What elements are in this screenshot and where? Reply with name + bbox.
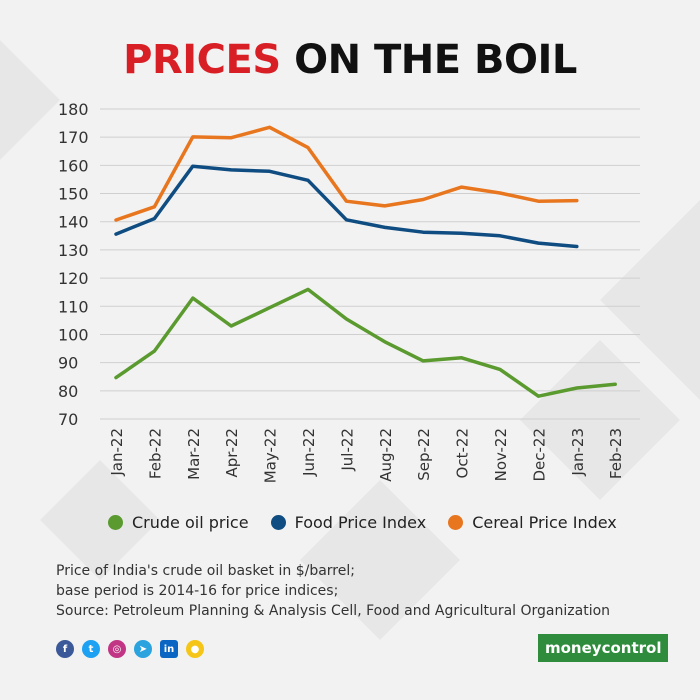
legend: Crude oil price Food Price Index Cereal …: [108, 509, 639, 535]
y-tick-label: 180: [58, 100, 89, 119]
x-tick-label: Feb-22: [146, 428, 164, 479]
title-highlight: PRICES: [123, 37, 281, 83]
legend-item-cereal: Cereal Price Index: [448, 513, 617, 532]
legend-swatch: [448, 514, 464, 530]
legend-item-food: Food Price Index: [270, 512, 427, 532]
note-line: Price of India's crude oil basket in $/b…: [56, 563, 355, 579]
y-tick-label: 110: [58, 297, 89, 316]
x-tick-label: Oct-22: [454, 428, 472, 478]
y-tick-label: 170: [58, 128, 89, 147]
linkedin-icon[interactable]: in: [160, 640, 178, 658]
x-axis-ticks: Jan-22 Feb-22 Mar-22 Apr-22 May-22 Jun-22 Jul-…: [108, 428, 625, 483]
instagram-icon[interactable]: ◎: [108, 640, 126, 658]
legend-label: Crude oil price: [132, 512, 249, 532]
x-tick-label: May-22: [262, 428, 280, 483]
x-tick-label: Jul-22: [338, 428, 356, 472]
legend-label: Food Price Index: [294, 512, 427, 532]
legend-swatch: [108, 514, 123, 530]
note-line: Source: Petroleum Planning & Analysis Ce…: [56, 603, 611, 619]
brand-logo: moneycontrol: [538, 634, 669, 662]
y-tick-label: 150: [58, 185, 89, 204]
koo-icon[interactable]: ●: [186, 640, 204, 658]
y-tick-label: 160: [58, 156, 89, 175]
source-note: Price of India's crude oil basket in $/b…: [56, 561, 676, 621]
x-tick-label: Jan-23: [569, 428, 587, 477]
y-tick-label: 120: [58, 269, 89, 288]
y-tick-label: 90: [58, 354, 78, 373]
series-line-food-price-index: [114, 164, 579, 249]
x-tick-label: Mar-22: [185, 428, 203, 480]
title-rest: ON THE BOIL: [294, 37, 577, 83]
legend-item-crude: Crude oil price: [108, 513, 249, 532]
y-tick-label: 70: [58, 410, 78, 429]
x-tick-label: Feb-23: [607, 428, 625, 479]
x-tick-label: Aug-22: [377, 428, 395, 482]
y-tick-label: 130: [58, 241, 89, 260]
chart-title: PRICES ON THE BOIL: [0, 36, 700, 84]
x-tick-label: Sep-22: [415, 428, 433, 481]
x-tick-label: Jun-22: [300, 428, 318, 477]
twitter-icon[interactable]: t: [82, 640, 100, 658]
legend-label: Cereal Price Index: [472, 512, 617, 532]
series-line-crude-oil-price: [114, 287, 617, 398]
y-tick-label: 80: [58, 382, 78, 401]
x-tick-label: Nov-22: [492, 428, 510, 481]
note-line: base period is 2014-16 for price indices…: [56, 583, 339, 599]
line-chart: 70 80 90 100 110 120 130 140 150 160 170 180 Jan-22…: [58, 100, 640, 483]
facebook-icon[interactable]: f: [56, 640, 74, 658]
y-tick-label: 100: [58, 325, 89, 344]
series-line-cereal-price-index: [114, 125, 579, 222]
x-tick-label: Dec-22: [530, 428, 548, 482]
legend-swatch: [270, 514, 286, 530]
telegram-icon[interactable]: ➤: [134, 640, 152, 658]
y-tick-label: 140: [58, 213, 89, 232]
y-axis-ticks: 70 80 90 100 110 120 130 140 150 160 170 180: [58, 100, 89, 429]
x-tick-label: Jan-22: [108, 428, 126, 477]
social-links: f t ◎ ➤ in ●: [56, 640, 204, 658]
series-lines: [114, 125, 617, 398]
x-tick-label: Apr-22: [223, 428, 241, 478]
